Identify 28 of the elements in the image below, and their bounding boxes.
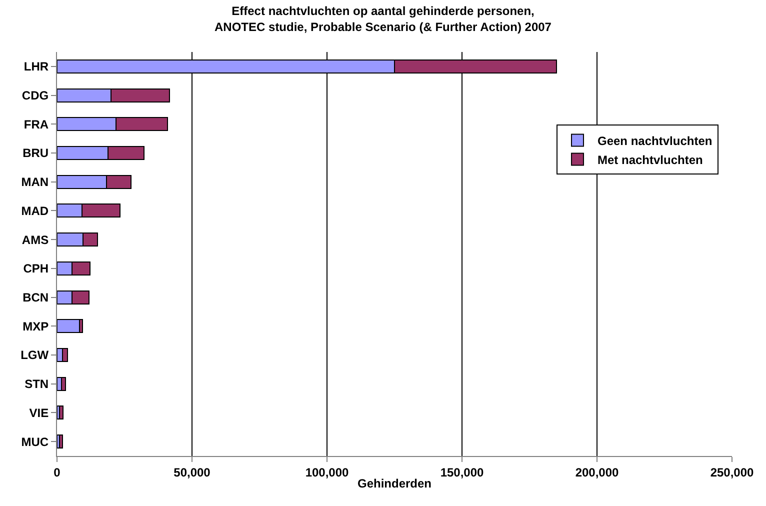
bar: [59, 406, 64, 420]
bar: [57, 319, 80, 334]
y-tick-label: MUC: [21, 434, 49, 449]
y-tick-label: LHR: [24, 60, 49, 74]
x-tick-label: 250,000: [710, 465, 754, 480]
y-tick-label: MXP: [22, 319, 49, 334]
y-tick-label: AMS: [22, 232, 49, 247]
y-tick-label: FRA: [24, 117, 49, 132]
y-tick-label: VIE: [29, 406, 49, 420]
chart-title: Effect nachtvluchten op aantal gehinderde personen, ANOTEC studie, Probable Scenario (& Further Action) 2007: [214, 4, 552, 34]
x-tick-label: 50,000: [174, 465, 211, 480]
y-tick-label: BCN: [22, 290, 49, 304]
y-tick-label: CDG: [22, 88, 49, 102]
x-tick-label: 200,000: [575, 465, 620, 480]
legend-label: Met nachtvluchten: [598, 152, 703, 167]
y-tick-label: LGW: [20, 348, 50, 362]
x-tick-label: 100,000: [305, 465, 350, 480]
x-tick-label: 0: [54, 465, 61, 480]
bar: [61, 376, 66, 391]
legend-label: Geen nachtvluchten: [598, 134, 712, 148]
y-tick-label: CPH: [23, 262, 49, 276]
x-tick-label: 150,000: [440, 465, 484, 480]
bar: [59, 434, 64, 449]
y-tick-label: BRU: [22, 146, 49, 160]
y-tick-label: MAN: [21, 175, 49, 190]
x-axis-title: Gehinderden: [357, 476, 432, 490]
y-tick-label: STN: [24, 377, 49, 392]
y-tick-label: MAD: [21, 204, 49, 218]
